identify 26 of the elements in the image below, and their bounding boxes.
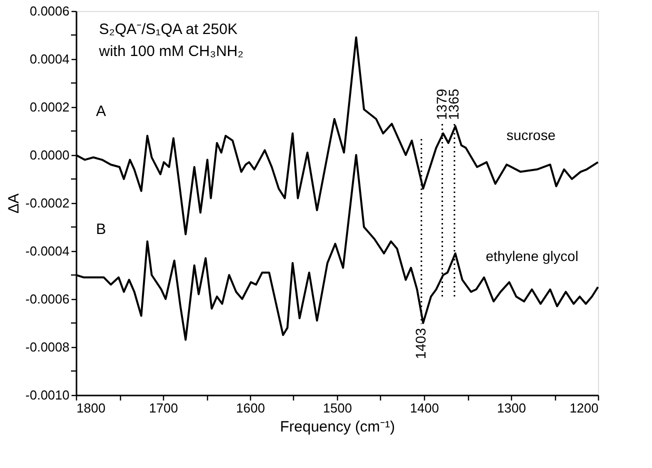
y-tick-label: -0.0010 bbox=[25, 388, 70, 402]
y-tick-label: -0.0006 bbox=[25, 292, 70, 306]
y-tick-label: 0.0004 bbox=[30, 52, 70, 66]
x-tick-label: 1400 bbox=[410, 400, 439, 416]
x-axis-title: Frequency (cm⁻¹) bbox=[280, 418, 396, 436]
y-tick-label: -0.0002 bbox=[25, 196, 70, 210]
y-tick-label: 0.0006 bbox=[30, 4, 70, 18]
annotation: B bbox=[96, 221, 106, 238]
y-axis-title: ΔA bbox=[5, 193, 22, 214]
x-tick-label: 1300 bbox=[497, 400, 526, 416]
annotation: with 100 mM CH₃NH₂ bbox=[98, 43, 244, 60]
series-label: sucrose bbox=[506, 127, 556, 143]
annotation: S₂QA⁻/S₁QA at 250K bbox=[99, 21, 238, 38]
ref-line-label: 1403 bbox=[412, 328, 428, 360]
x-tick-label: 1800 bbox=[76, 400, 106, 416]
ref-line-label: 1379 bbox=[433, 88, 450, 120]
x-tick-label: 1500 bbox=[323, 400, 352, 416]
x-tick-label: 1200 bbox=[570, 400, 598, 416]
y-tick-label: -0.0004 bbox=[25, 244, 70, 258]
series-label: ethylene glycol bbox=[486, 248, 578, 264]
x-tick-label: 1700 bbox=[149, 400, 178, 416]
y-tick-label: -0.0008 bbox=[25, 340, 70, 354]
y-tick-label: 0.0002 bbox=[30, 100, 70, 114]
y-tick-label: 0.0000 bbox=[30, 148, 70, 162]
x-tick-label: 1600 bbox=[236, 400, 265, 416]
annotation: A bbox=[96, 103, 106, 120]
